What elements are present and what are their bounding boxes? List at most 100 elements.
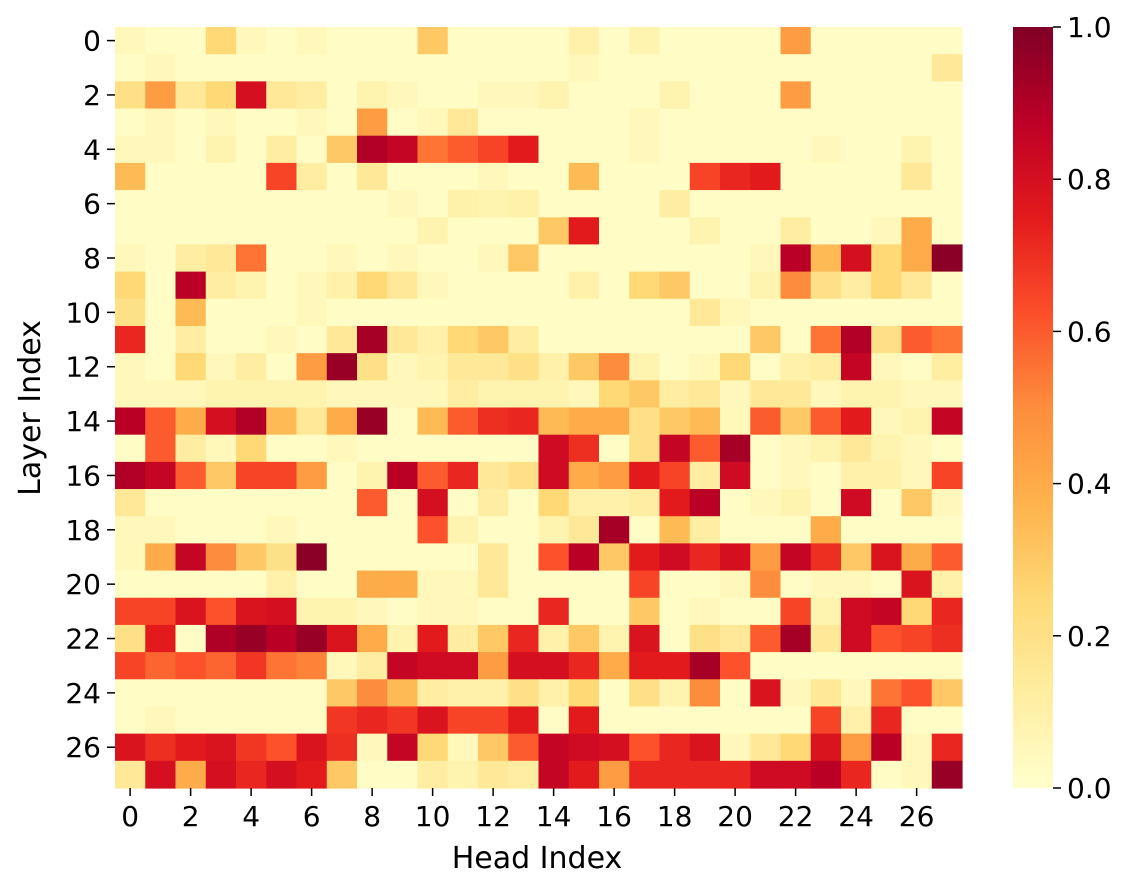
heatmap-cell (931, 325, 963, 354)
heatmap-cell (841, 516, 872, 544)
heatmap-cell (508, 407, 540, 436)
heatmap-cell (750, 543, 782, 572)
heatmap-cell (145, 489, 177, 517)
heatmap-cell (901, 353, 933, 381)
heatmap-cell (236, 244, 267, 273)
heatmap-cell (145, 679, 177, 708)
heatmap-cell (810, 570, 842, 599)
heatmap-cell (568, 298, 600, 327)
heatmap-cell (417, 108, 449, 137)
heatmap-cell (175, 325, 207, 354)
heatmap-cell (629, 217, 661, 246)
heatmap-cell (841, 108, 872, 137)
heatmap-cell (780, 733, 812, 762)
heatmap-cell (599, 489, 630, 517)
heatmap-cell (720, 733, 751, 762)
heatmap-cell (236, 461, 267, 490)
heatmap-cell (720, 407, 751, 436)
heatmap-cell (478, 244, 509, 273)
heatmap-cell (115, 190, 146, 218)
heatmap-cell (447, 27, 479, 55)
heatmap-cell (447, 624, 479, 653)
x-tick-label: 12 (475, 800, 511, 833)
heatmap-cell (750, 733, 782, 762)
heatmap-cell (659, 733, 691, 762)
heatmap-cell (236, 108, 267, 137)
heatmap-cell (599, 760, 630, 789)
heatmap-cell (720, 353, 751, 381)
heatmap-cell (568, 516, 600, 544)
heatmap-cell (599, 461, 630, 490)
heatmap-cell (115, 652, 146, 680)
heatmap-cell (720, 108, 751, 137)
heatmap-cell (871, 298, 903, 327)
heatmap-cell (205, 27, 237, 55)
heatmap-cell (538, 570, 570, 599)
heatmap-cell (599, 54, 630, 82)
heatmap-cell (326, 489, 358, 517)
heatmap-cell (145, 461, 177, 490)
heatmap-cell (357, 434, 388, 463)
heatmap-cell (236, 81, 267, 110)
heatmap-cell (841, 135, 872, 164)
heatmap-cell (599, 325, 630, 354)
heatmap-cell (296, 434, 328, 463)
heatmap-cell (538, 461, 570, 490)
heatmap-cell (417, 407, 449, 436)
heatmap-cell (115, 461, 146, 490)
heatmap-cell (326, 190, 358, 218)
heatmap-cell (115, 217, 146, 246)
heatmap-cell (538, 407, 570, 436)
heatmap-cell (538, 706, 570, 735)
heatmap-cell (629, 489, 661, 517)
heatmap-cell (841, 543, 872, 572)
heatmap-cell (689, 108, 721, 137)
heatmap-cell (447, 217, 479, 246)
heatmap-cell (266, 760, 298, 789)
heatmap-cell (387, 27, 419, 55)
heatmap-cell (478, 461, 509, 490)
heatmap-cell (326, 597, 358, 626)
heatmap-cell (478, 516, 509, 544)
heatmap-cell (145, 217, 177, 246)
heatmap-cell (478, 652, 509, 680)
heatmap-cell (175, 135, 207, 164)
heatmap-cell (629, 652, 661, 680)
heatmap-cell (417, 434, 449, 463)
heatmap-cell (810, 298, 842, 327)
heatmap-cell (599, 652, 630, 680)
heatmap-cell (720, 162, 751, 191)
heatmap-cell (901, 624, 933, 653)
heatmap-cell (357, 217, 388, 246)
heatmap-cell (599, 543, 630, 572)
heatmap-cell (508, 81, 540, 110)
heatmap-cell (478, 733, 509, 762)
heatmap-cell (145, 706, 177, 735)
heatmap-cell (689, 652, 721, 680)
heatmap-cell (236, 190, 267, 218)
heatmap-cell (175, 190, 207, 218)
heatmap-cell (780, 543, 812, 572)
heatmap-cell (659, 353, 691, 381)
heatmap-cell (508, 489, 540, 517)
heatmap-cell (538, 108, 570, 137)
x-axis-label: Head Index (452, 841, 623, 876)
heatmap-cell (508, 461, 540, 490)
heatmap-cell (115, 81, 146, 110)
heatmap-cell (115, 54, 146, 82)
heatmap-cell (568, 679, 600, 708)
heatmap-cell (568, 624, 600, 653)
heatmap-cell (236, 733, 267, 762)
heatmap-cell (720, 489, 751, 517)
heatmap-cell (508, 624, 540, 653)
heatmap-cell (266, 217, 298, 246)
heatmap-cell (236, 353, 267, 381)
heatmap-cell (780, 108, 812, 137)
heatmap-cell (689, 461, 721, 490)
heatmap-cell (689, 489, 721, 517)
heatmap-cell (871, 679, 903, 708)
heatmap-cell (750, 706, 782, 735)
heatmap-cell (841, 733, 872, 762)
heatmap-cell (447, 54, 479, 82)
heatmap-cell (689, 271, 721, 300)
